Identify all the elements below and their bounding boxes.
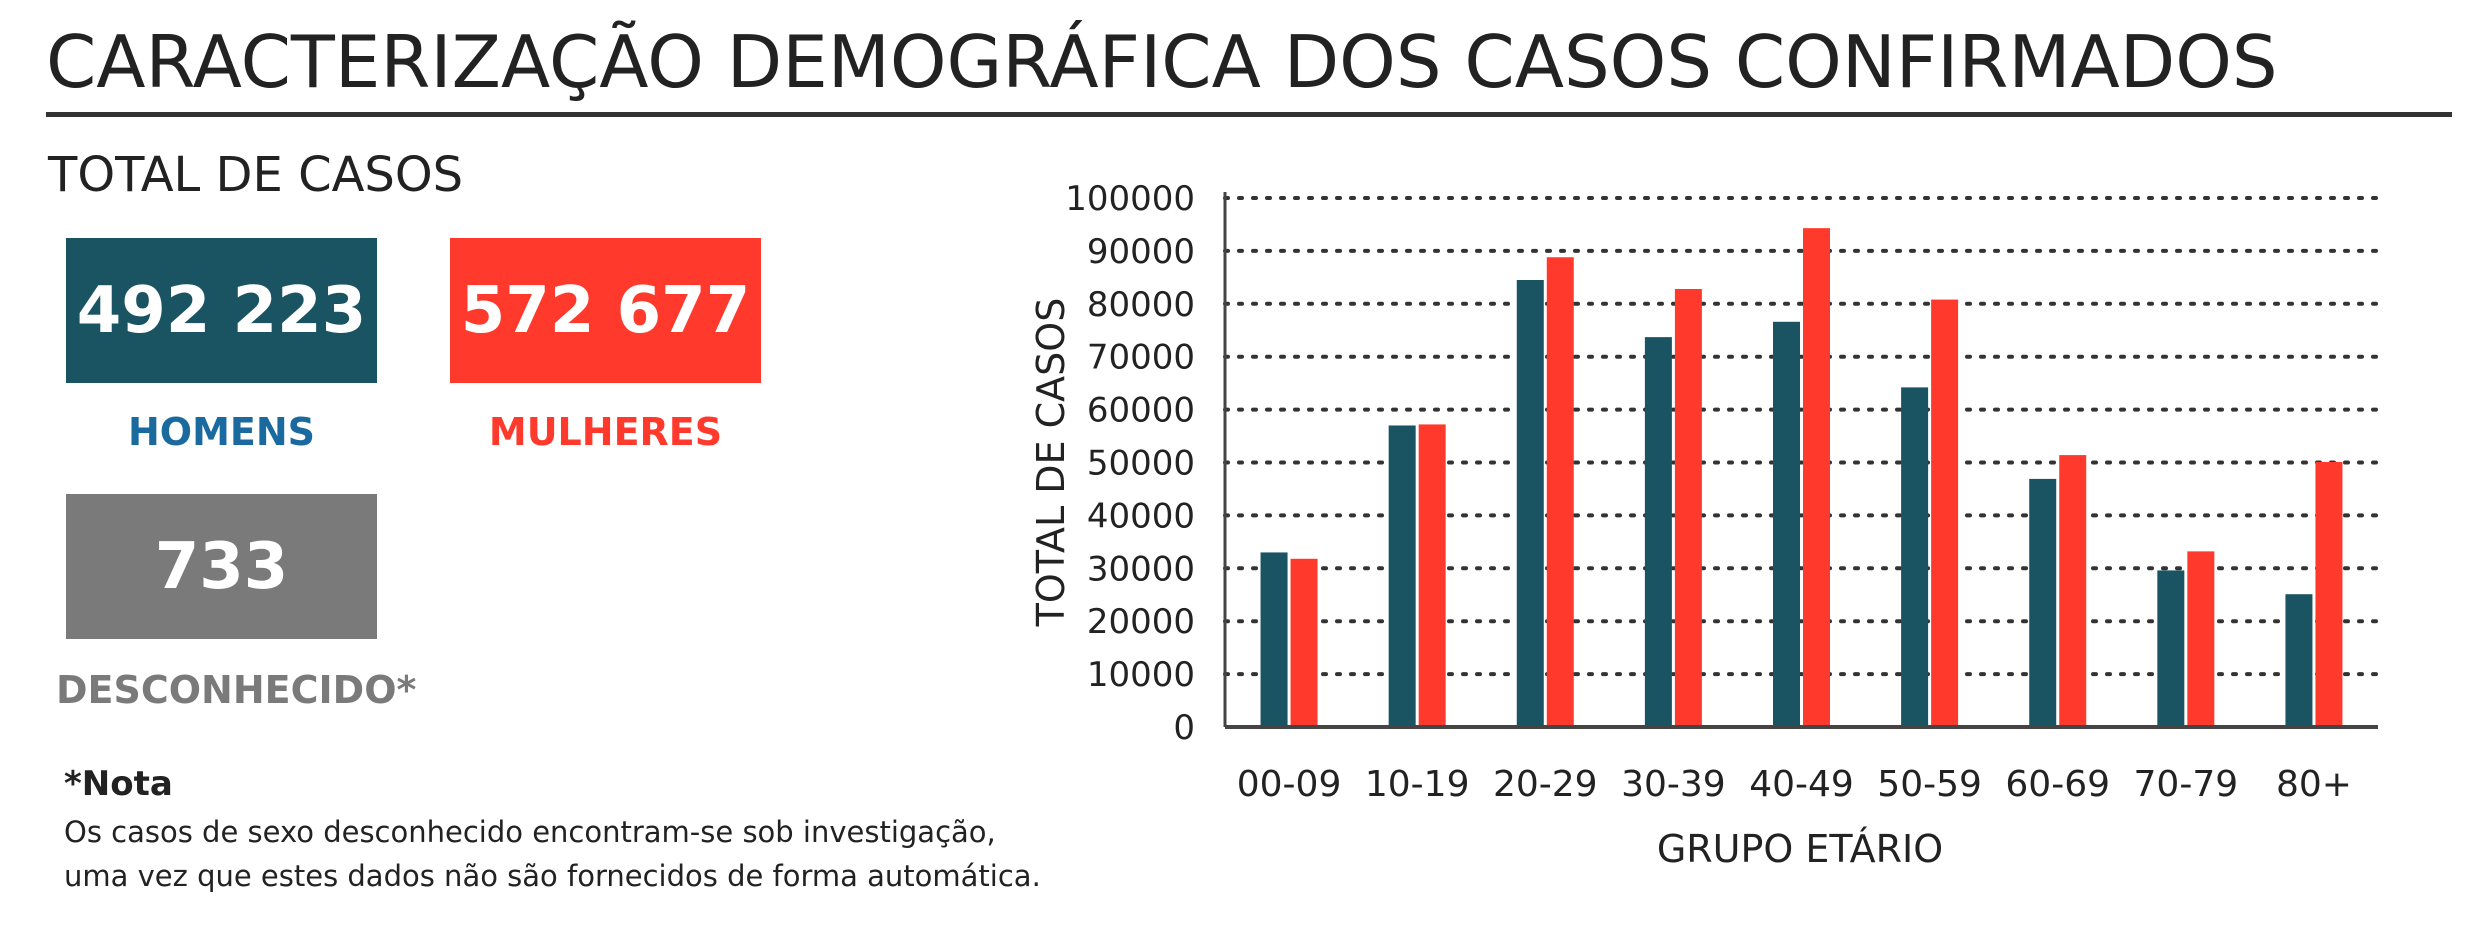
y-axis-title: TOTAL DE CASOS (1029, 298, 1073, 628)
bar (1418, 424, 1446, 727)
page-title: CARACTERIZAÇÃO DEMOGRÁFICA DOS CASOS CON… (46, 20, 2278, 104)
bar (1388, 425, 1416, 727)
x-tick-label: 30-39 (1621, 764, 1726, 805)
y-tick-label: 30000 (1087, 549, 1195, 589)
y-tick-label: 50000 (1087, 444, 1195, 484)
note-text: Os casos de sexo desconhecido encontram-… (64, 810, 1041, 898)
women-total-value: 572 677 (460, 273, 751, 348)
bar (1546, 257, 1574, 727)
x-tick-label: 00-09 (1237, 764, 1342, 805)
bar (2315, 461, 2343, 727)
bar (2157, 570, 2185, 727)
y-tick-label: 40000 (1087, 496, 1195, 536)
y-tick-label: 0 (1173, 708, 1195, 748)
women-label: MULHERES (488, 410, 723, 454)
bar (1260, 552, 1288, 727)
bar (2059, 455, 2087, 727)
bar (1773, 321, 1800, 727)
y-tick-label: 20000 (1087, 602, 1195, 642)
bar (1901, 387, 1929, 727)
bar (1803, 228, 1830, 727)
y-tick-label: 100000 (1065, 179, 1195, 219)
y-tick-label: 60000 (1087, 391, 1195, 431)
title-divider (46, 112, 2452, 117)
bar (1674, 288, 1702, 727)
x-tick-label: 60-69 (2005, 764, 2110, 805)
bar (2187, 551, 2215, 727)
women-total-box: 572 677 (450, 238, 761, 383)
bar (1516, 279, 1544, 727)
x-axis-title: GRUPO ETÁRIO (1657, 827, 1943, 871)
x-tick-label: 10-19 (1365, 764, 1470, 805)
bar (1290, 558, 1318, 727)
note-title: *Nota (64, 764, 173, 804)
y-tick-label: 90000 (1087, 232, 1195, 272)
total-cases-label: TOTAL DE CASOS (48, 147, 464, 203)
unknown-total-box: 733 (66, 494, 377, 639)
x-tick-label: 20-29 (1493, 764, 1598, 805)
bar (1931, 299, 1959, 727)
x-tick-label: 70-79 (2134, 764, 2239, 805)
y-tick-label: 70000 (1087, 338, 1195, 378)
bar (2285, 594, 2313, 727)
x-tick-label: 80+ (2276, 764, 2352, 805)
bar (1644, 337, 1672, 727)
x-tick-label: 40-49 (1749, 764, 1854, 805)
y-tick-label: 10000 (1087, 655, 1195, 695)
men-label: HOMENS (127, 410, 316, 454)
bar (2029, 478, 2057, 727)
unknown-total-value: 733 (154, 529, 289, 604)
note-line-1: Os casos de sexo desconhecido encontram-… (64, 815, 996, 849)
x-tick-label: 50-59 (1877, 764, 1982, 805)
men-total-value: 492 223 (76, 273, 367, 348)
y-tick-label: 80000 (1087, 285, 1195, 325)
men-total-box: 492 223 (66, 238, 377, 383)
unknown-label: DESCONHECIDO* (56, 668, 417, 712)
note-line-2: uma vez que estes dados não são fornecid… (64, 859, 1041, 893)
